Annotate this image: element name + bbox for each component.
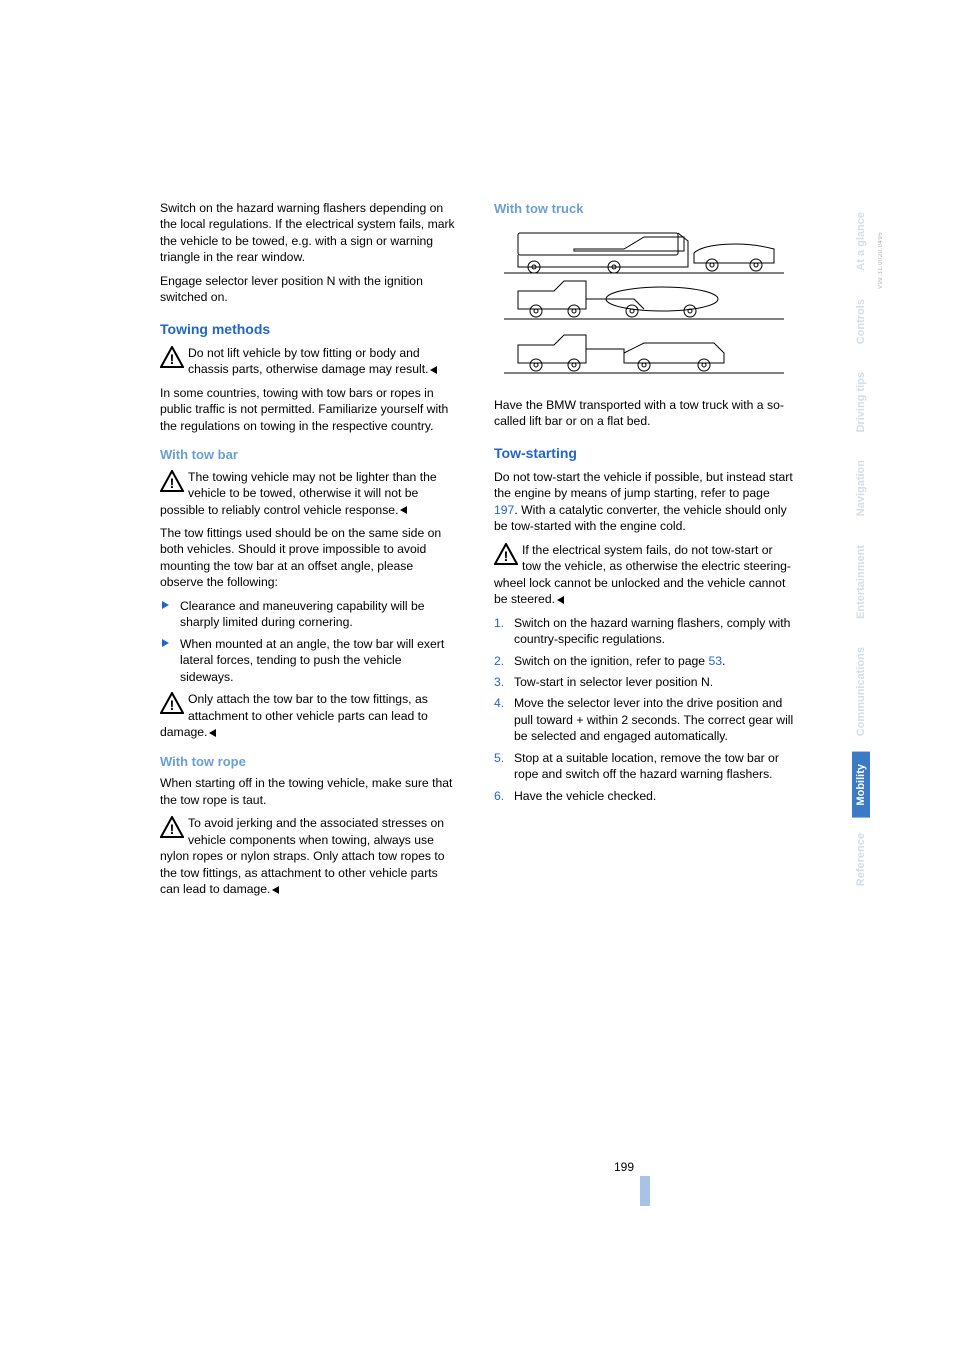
warning-icon: ! <box>494 543 518 565</box>
left-column: Switch on the hazard warning flashers de… <box>160 200 458 904</box>
warning-text: Only attach the tow bar to the tow fitti… <box>160 692 428 739</box>
text-fragment: Do not tow-start the vehicle if possible… <box>494 470 793 500</box>
warning-paragraph: ! The towing vehicle may not be lighter … <box>160 469 458 518</box>
svg-text:!: ! <box>170 821 175 837</box>
svg-text:!: ! <box>504 548 509 564</box>
heading-with-tow-rope: With tow rope <box>160 753 458 771</box>
warning-paragraph: ! Only attach the tow bar to the tow fit… <box>160 691 458 740</box>
warning-text: If the electrical system fails, do not t… <box>494 543 791 606</box>
ordered-list: Switch on the hazard warning flashers, c… <box>494 615 794 805</box>
svg-text:!: ! <box>170 475 175 491</box>
illustration-code: V99.31.0020.0495 <box>878 232 884 289</box>
tab-driving-tips[interactable]: Driving tips <box>852 360 870 445</box>
side-tabs: At a glance Controls Driving tips Naviga… <box>852 200 874 903</box>
text-fragment: Switch on the ignition, refer to page <box>514 654 708 668</box>
warning-paragraph: ! Do not lift vehicle by tow fitting or … <box>160 345 458 378</box>
list-item: Switch on the hazard warning flashers, c… <box>494 615 794 648</box>
text-fragment: . <box>722 654 725 668</box>
list-item: Stop at a suitable location, remove the … <box>494 750 794 783</box>
paragraph: Switch on the hazard warning flashers de… <box>160 200 458 266</box>
list-item: Move the selector lever into the drive p… <box>494 695 794 744</box>
paragraph: Do not tow-start the vehicle if possible… <box>494 469 794 535</box>
list-item: Have the vehicle checked. <box>494 788 794 804</box>
page-link-53[interactable]: 53 <box>708 654 722 668</box>
warning-icon: ! <box>160 470 184 492</box>
heading-tow-starting: Tow-starting <box>494 444 794 463</box>
heading-with-tow-bar: With tow bar <box>160 446 458 464</box>
warning-icon: ! <box>160 816 184 838</box>
warning-text: Do not lift vehicle by tow fitting or bo… <box>188 346 428 376</box>
end-mark-icon <box>209 729 216 737</box>
right-column: With tow truck <box>494 200 794 904</box>
warning-paragraph: ! If the electrical system fails, do not… <box>494 542 794 608</box>
paragraph: The tow fittings used should be on the s… <box>160 525 458 591</box>
end-mark-icon <box>430 366 437 374</box>
warning-paragraph: ! To avoid jerking and the associated st… <box>160 815 458 897</box>
list-item: When mounted at an angle, the tow bar wi… <box>160 636 458 685</box>
tow-truck-illustration <box>494 223 794 383</box>
end-mark-icon <box>272 886 279 894</box>
paragraph: In some countries, towing with tow bars … <box>160 385 458 434</box>
tab-navigation[interactable]: Navigation <box>852 448 870 528</box>
page-number: 199 <box>614 1160 634 1174</box>
paragraph: When starting off in the towing vehicle,… <box>160 775 458 808</box>
heading-with-tow-truck: With tow truck <box>494 200 794 218</box>
tab-at-a-glance[interactable]: At a glance <box>852 200 870 283</box>
heading-towing-methods: Towing methods <box>160 320 458 339</box>
list-item: Tow-start in selector lever position N. <box>494 674 794 690</box>
svg-text:!: ! <box>170 351 175 367</box>
paragraph: Have the BMW transported with a tow truc… <box>494 397 794 430</box>
svg-text:!: ! <box>170 697 175 713</box>
list-item: Clearance and maneuvering capability wil… <box>160 598 458 631</box>
paragraph: Engage selector lever position N with th… <box>160 273 458 306</box>
text-fragment: . With a catalytic converter, the vehicl… <box>494 503 787 533</box>
tab-controls[interactable]: Controls <box>852 287 870 356</box>
warning-text: To avoid jerking and the associated stre… <box>160 816 445 896</box>
page-link-197[interactable]: 197 <box>494 503 514 517</box>
bullet-list: Clearance and maneuvering capability wil… <box>160 598 458 685</box>
page-indicator-bar <box>640 1176 650 1206</box>
warning-text: The towing vehicle may not be lighter th… <box>160 470 437 517</box>
warning-icon: ! <box>160 346 184 368</box>
warning-icon: ! <box>160 692 184 714</box>
end-mark-icon <box>400 506 407 514</box>
tab-mobility[interactable]: Mobility <box>852 752 870 818</box>
end-mark-icon <box>557 596 564 604</box>
tab-communications[interactable]: Communications <box>852 635 870 748</box>
list-item: Switch on the ignition, refer to page 53… <box>494 653 794 669</box>
tab-entertainment[interactable]: Entertainment <box>852 533 870 631</box>
tab-reference[interactable]: Reference <box>852 821 870 898</box>
